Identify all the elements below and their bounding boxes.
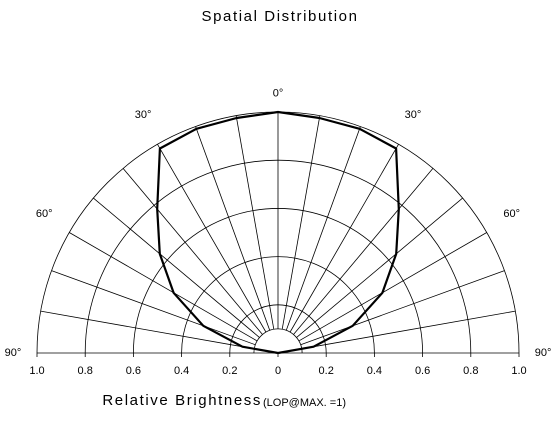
grid-radial (235, 115, 275, 330)
distribution-curve (156, 110, 400, 355)
angle-label: 30° (135, 109, 152, 121)
grid-radial (298, 232, 487, 342)
grid-radial (40, 310, 255, 350)
x-axis-note: (LOP@MAX. =1) (263, 397, 346, 409)
grid-radial (195, 126, 271, 331)
grid-arc (253, 328, 303, 354)
x-tick-label: 1.0 (511, 365, 526, 377)
grid-radial (93, 197, 260, 338)
angle-label: 90° (535, 347, 552, 359)
grid-radial (285, 126, 361, 331)
angle-label: 60° (36, 208, 53, 220)
x-tick-label: 0.2 (222, 365, 237, 377)
x-axis-label: Relative Brightness (102, 392, 262, 409)
grid-radial (301, 310, 516, 350)
x-tick-label: 0 (275, 365, 281, 377)
angle-label: 0° (273, 87, 284, 99)
x-tick-label: 0.8 (463, 365, 478, 377)
x-tick-label: 0.4 (367, 365, 382, 377)
grid-radial (300, 270, 505, 346)
x-tick-label: 0.8 (78, 365, 93, 377)
grid-radial (122, 168, 263, 335)
grid-radial (69, 232, 258, 342)
grid-radial (293, 168, 434, 335)
x-tick-label: 0.6 (415, 365, 430, 377)
angle-label: 90° (5, 347, 22, 359)
x-tick-label: 0.2 (319, 365, 334, 377)
grid-radial (296, 197, 463, 338)
grid-radial (281, 115, 321, 330)
x-tick-label: 0.4 (174, 365, 189, 377)
x-tick-label: 1.0 (29, 365, 44, 377)
x-tick-label: 0.6 (126, 365, 141, 377)
grid-radial (289, 144, 399, 333)
chart-title: Spatial Distribution (201, 8, 358, 25)
angle-label: 30° (405, 109, 422, 121)
grid-radial (157, 144, 267, 333)
angle-label: 60° (503, 208, 520, 220)
grid-radial (51, 270, 256, 346)
